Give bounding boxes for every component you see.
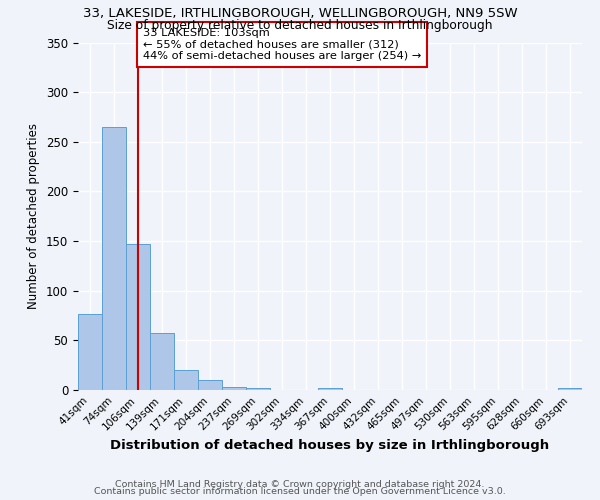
Bar (222, 387, 246, 390)
Bar (126, 244, 150, 390)
X-axis label: Distribution of detached houses by size in Irthlingborough: Distribution of detached houses by size … (110, 438, 550, 452)
Y-axis label: Number of detached properties: Number of detached properties (28, 123, 40, 309)
Text: 33 LAKESIDE: 103sqm
← 55% of detached houses are smaller (312)
44% of semi-detac: 33 LAKESIDE: 103sqm ← 55% of detached ho… (143, 28, 421, 61)
Bar (174, 370, 198, 390)
Bar (246, 388, 270, 390)
Bar (102, 127, 126, 390)
Bar (318, 388, 342, 390)
Bar (78, 314, 102, 390)
Text: 33, LAKESIDE, IRTHLINGBOROUGH, WELLINGBOROUGH, NN9 5SW: 33, LAKESIDE, IRTHLINGBOROUGH, WELLINGBO… (83, 8, 517, 20)
Text: Contains public sector information licensed under the Open Government Licence v3: Contains public sector information licen… (94, 488, 506, 496)
Bar (150, 334, 174, 390)
Text: Size of property relative to detached houses in Irthlingborough: Size of property relative to detached ho… (107, 19, 493, 32)
Bar (198, 380, 222, 390)
Bar (558, 388, 582, 390)
Text: Contains HM Land Registry data © Crown copyright and database right 2024.: Contains HM Land Registry data © Crown c… (115, 480, 485, 489)
